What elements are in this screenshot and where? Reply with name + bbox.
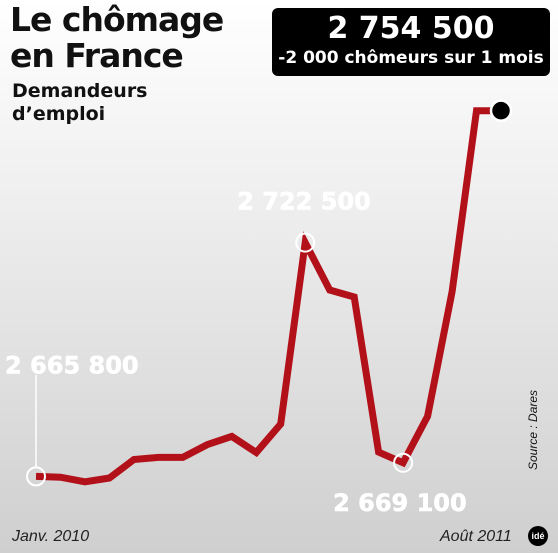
annotation-marker (489, 99, 513, 122)
chart-subtitle: Demandeurs d’emploi (12, 80, 148, 126)
x-tick-start: Janv. 2010 (12, 528, 90, 545)
x-tick-end: Août 2011 (440, 528, 512, 545)
latest-value-box: 2 754 500 -2 000 chômeurs sur 1 mois (272, 8, 550, 76)
annotation-label: 2 669 100 (333, 489, 467, 517)
latest-value: 2 754 500 (327, 11, 495, 46)
subtitle-line-2: d’emploi (12, 103, 106, 125)
annotation-marker (26, 466, 46, 487)
title-line-2: en France (10, 36, 184, 75)
annotation-label: 2 665 800 (5, 351, 139, 379)
source-note: Source : Dares (526, 389, 540, 470)
latest-change-note: -2 000 chômeurs sur 1 mois (278, 48, 544, 68)
series-line (35, 107, 501, 486)
annotation-marker (393, 452, 414, 473)
subtitle-line-1: Demandeurs (12, 80, 148, 102)
annotation-marker (295, 232, 316, 253)
publisher-logo: idé (528, 526, 548, 546)
title-line-1: Le chômage (10, 0, 224, 39)
annotation-label: 2 722 500 (237, 188, 371, 216)
chart-title: Le chômage en France (10, 0, 224, 75)
